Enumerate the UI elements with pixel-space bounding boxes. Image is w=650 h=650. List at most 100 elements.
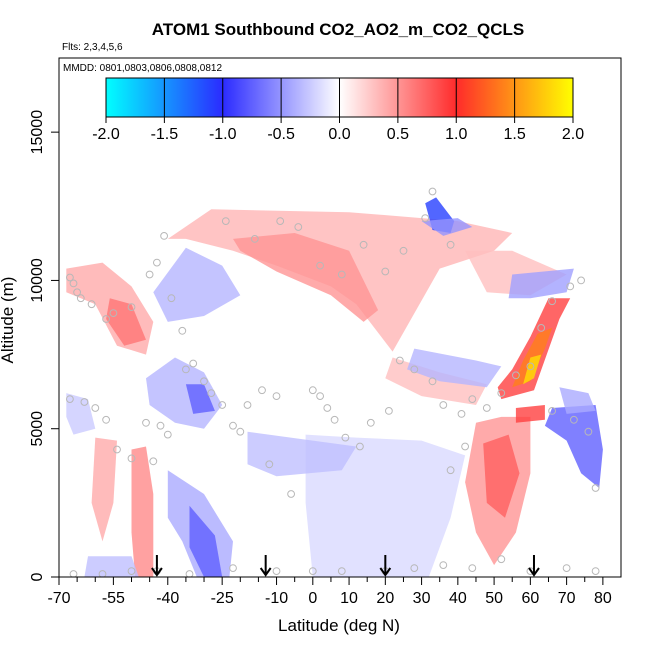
region-nh-low-right-negative	[544, 405, 603, 488]
flight-arrow-head	[528, 567, 540, 577]
x-tick-label: 10	[340, 590, 358, 607]
region-sh-upper-positive-core	[106, 298, 146, 346]
sample-point	[149, 457, 158, 466]
sample-point	[163, 430, 172, 439]
sample-point	[153, 258, 161, 267]
sample-point	[316, 261, 325, 270]
region-nh-mid-negative	[407, 348, 502, 388]
sample-point	[526, 362, 535, 371]
sample-point	[287, 490, 296, 498]
sample-point	[577, 276, 585, 285]
sample-point	[330, 415, 339, 424]
region-sh-upper-negative	[153, 247, 241, 322]
x-tick-label: 40	[449, 590, 467, 607]
sample-point	[76, 294, 85, 303]
region-sh-column-positive-left	[91, 437, 117, 542]
flight-arrow-head	[379, 567, 392, 577]
sample-point	[265, 460, 274, 469]
y-axis: 0 5000 10000 15000	[29, 110, 59, 581]
sample-point	[250, 235, 259, 243]
flight-markers	[151, 555, 540, 577]
sample-point	[446, 466, 455, 475]
x-tick-label: 30	[413, 590, 431, 607]
y-tick-label: 5000	[29, 411, 46, 447]
sample-point	[69, 279, 78, 288]
sample-point	[258, 386, 266, 395]
sample-point	[482, 404, 491, 412]
region-sh-left-low-negative	[66, 393, 96, 435]
sample-point	[562, 564, 571, 572]
y-tick-label: 10000	[29, 258, 46, 303]
sample-point	[218, 401, 227, 409]
sample-point	[341, 433, 350, 442]
dates-subtitle: MMDD: 0801,0803,0806,0808,0812	[63, 63, 222, 74]
sample-point	[308, 567, 317, 575]
sample-point	[366, 418, 375, 427]
sample-point	[410, 365, 419, 374]
region-nh-right-negative-upper	[559, 387, 596, 414]
region-nh-lower-positive-core	[483, 434, 520, 518]
flight-arrow-head	[151, 567, 163, 577]
x-tick-label: 20	[376, 590, 394, 607]
x-tick-label: 0	[308, 590, 317, 607]
sample-point	[127, 454, 136, 463]
x-tick-label: -55	[102, 590, 125, 607]
sample-point	[182, 365, 190, 374]
heatmap-regions	[66, 197, 603, 577]
chart-title: ATOM1 Southbound CO2_AO2_m_CO2_QCLS	[152, 20, 524, 39]
sample-point	[308, 386, 317, 395]
sample-point	[512, 371, 520, 380]
flights-subtitle: Flts: 2,3,4,5,6	[62, 42, 123, 53]
sample-point	[359, 240, 368, 249]
sample-point	[167, 294, 176, 303]
sample-point	[294, 223, 303, 231]
sample-point	[468, 395, 477, 404]
sample-point	[160, 232, 169, 240]
y-axis-label: Altitude (m)	[0, 277, 17, 364]
x-tick-label: 70	[558, 590, 576, 607]
sample-point	[91, 404, 100, 412]
region-lower-trop-negative-wide	[305, 434, 466, 577]
sample-point	[591, 567, 600, 575]
colorbar-tick-label: -1.5	[151, 126, 179, 143]
sample-point	[439, 561, 448, 569]
sample-point	[272, 567, 281, 575]
sample-point	[87, 300, 96, 309]
sample-point	[497, 389, 506, 398]
sample-point	[497, 555, 506, 564]
sample-point	[395, 356, 404, 365]
sample-point	[428, 187, 437, 196]
sample-point	[109, 309, 118, 318]
x-tick-label: 50	[485, 590, 503, 607]
sample-point	[461, 442, 470, 451]
sample-point	[399, 246, 408, 255]
sample-point	[548, 407, 556, 415]
sample-point	[178, 326, 187, 335]
x-tick-label: -40	[156, 590, 179, 607]
sample-point	[200, 377, 208, 386]
plot-frame	[58, 57, 622, 578]
sample-point	[229, 421, 237, 430]
sample-point	[145, 270, 154, 279]
sample-point	[185, 570, 194, 577]
sample-point	[229, 564, 237, 572]
sample-point	[142, 418, 150, 427]
region-nh-right-positive-stripe	[515, 405, 545, 423]
x-axis: -70 -55 -40 -25 -10 0 10 20 30 40 50 60 70 80	[47, 577, 612, 607]
sample-point	[537, 324, 546, 332]
sample-point	[570, 415, 578, 424]
region-midlevel-negative-left-core	[185, 384, 215, 414]
sample-point	[446, 240, 455, 249]
sample-point	[428, 377, 437, 386]
sample-point	[421, 214, 430, 223]
sample-point	[337, 270, 346, 279]
sample-point	[73, 288, 81, 297]
x-tick-label: -70	[47, 590, 70, 607]
sample-point	[323, 404, 332, 412]
sample-point	[127, 303, 136, 312]
sample-point	[156, 421, 165, 430]
flight-arrow-head	[259, 567, 272, 577]
x-tick-label: 60	[521, 590, 539, 607]
sample-point	[207, 389, 216, 398]
region-midlevel-negative-left	[146, 357, 223, 429]
